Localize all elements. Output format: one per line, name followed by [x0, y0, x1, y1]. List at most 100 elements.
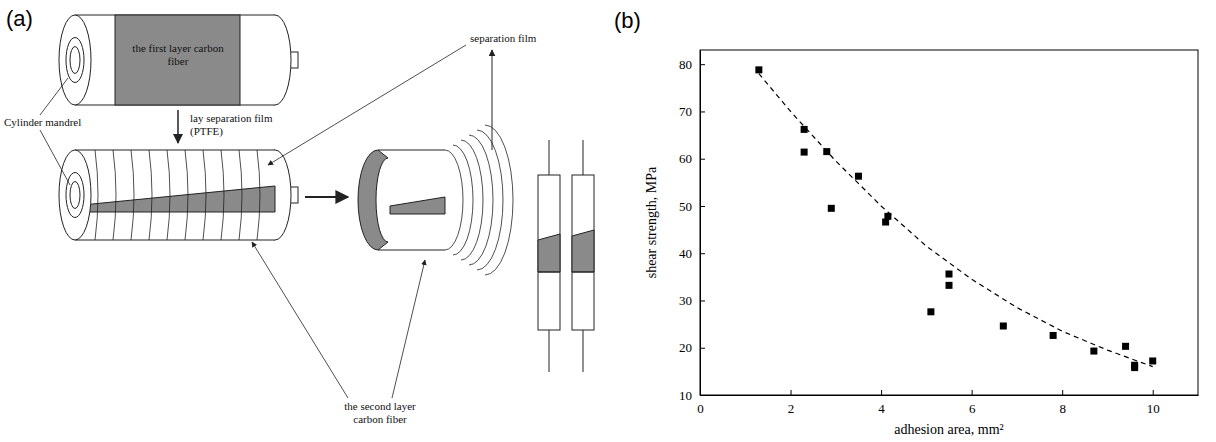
tick-mark [1062, 390, 1063, 395]
tick-label: 2 [788, 401, 795, 416]
tick: 20 [679, 340, 705, 355]
specimen-strip [572, 175, 594, 330]
data-point [1131, 364, 1138, 371]
wedge-fiber [82, 186, 275, 212]
leader-line [392, 260, 425, 398]
separation-film-arc [461, 140, 483, 260]
specimen-line [538, 272, 560, 273]
cut-wedge [390, 197, 445, 214]
data-point [1090, 348, 1097, 355]
lay-film-label-line: (PTFE) [190, 125, 223, 138]
tick-mark [700, 348, 705, 349]
tick-mark [972, 390, 973, 395]
tick-label: 8 [1059, 401, 1066, 416]
cylinder-1-cap-ring [70, 47, 80, 74]
lay-film-label-line: lay separation film [190, 112, 273, 124]
axis-line [701, 395, 1199, 396]
tick: 40 [679, 246, 705, 261]
tick-mark [881, 390, 882, 395]
leader-line [40, 130, 70, 185]
tick-label: 4 [878, 401, 885, 416]
tick-label: 10 [679, 388, 692, 403]
tick-mark [700, 159, 705, 160]
separation-film-arc [445, 150, 463, 250]
second-layer-label: the second layercarbon fiber [344, 400, 416, 425]
tick-label: 30 [679, 293, 692, 308]
first-layer-label-line: the first layer carbon [132, 42, 224, 54]
arrow-up [492, 50, 493, 150]
arrow-down [177, 110, 179, 143]
hoop-winding [95, 150, 98, 240]
first-layer-fiber [115, 15, 240, 105]
panel-a: (a) the first layer carbonfiber lay separa… [4, 6, 594, 425]
specimen-rod [549, 140, 550, 175]
lay-film-label: lay separation film(PTFE) [190, 112, 273, 138]
tick-mark [700, 206, 705, 207]
first-layer-label-line: fiber [168, 55, 189, 67]
specimen-line [572, 272, 594, 273]
data-point [946, 271, 953, 278]
cylinder-2-edge [75, 150, 275, 151]
cylinder-2-edge [75, 240, 275, 241]
leader-line [40, 78, 68, 115]
plot-frame [700, 50, 1198, 395]
tick-label: 10 [1147, 401, 1160, 416]
x-axis: 0 2 4 6 8 10 [697, 390, 1198, 416]
cylinder-2-body [75, 150, 275, 240]
leader-line [252, 242, 348, 398]
axis-line [700, 51, 701, 396]
tick: 80 [679, 57, 705, 72]
cut-edge [378, 250, 445, 251]
tick: 10 [1147, 390, 1160, 416]
data-point [1149, 357, 1156, 364]
tick-label: 50 [679, 199, 692, 214]
separation-film-arc [469, 135, 493, 265]
hoop-winding [131, 150, 134, 240]
data-point [828, 205, 835, 212]
hoop-winding [185, 150, 188, 240]
cut-edge [378, 150, 445, 151]
leader-line [268, 45, 466, 165]
data-point [1050, 332, 1057, 339]
tick-label: 70 [679, 104, 692, 119]
tick: 10 [679, 388, 705, 403]
tick-label: 0 [697, 401, 704, 416]
tick-label: 80 [679, 57, 692, 72]
cylinder-2-cap-ring [66, 173, 84, 218]
specimen-rod [583, 140, 584, 175]
cylinder-1-body [75, 15, 275, 105]
hoop-winding [167, 150, 170, 240]
tick: 6 [969, 390, 976, 416]
tick: 30 [679, 293, 705, 308]
panel-label: (a) [6, 6, 33, 31]
data-point [946, 282, 953, 289]
data-point [1000, 323, 1007, 330]
fit-line [759, 74, 1153, 367]
tick: 70 [679, 104, 705, 119]
tick-mark [791, 390, 792, 395]
tick: 8 [1059, 390, 1066, 416]
second-layer-label-line: carbon fiber [353, 413, 407, 425]
tick-mark [700, 111, 705, 112]
data-point [855, 173, 862, 180]
figure: (a) the first layer carbonfiber lay separa… [0, 0, 1216, 442]
tick-label: 40 [679, 246, 692, 261]
tick-label: 60 [679, 151, 692, 166]
data-point [1122, 343, 1129, 350]
tick-mark [1153, 390, 1154, 395]
second-layer-label-line: the second layer [344, 400, 416, 412]
separation-film-label: separation film [470, 32, 537, 44]
tick-mark [700, 395, 705, 396]
plot-marks [755, 66, 1156, 371]
x-axis-title: adhesion area, mm² [894, 422, 1004, 437]
specimen-rod [549, 330, 550, 372]
separation-film-arc [453, 145, 473, 255]
tick: 4 [878, 390, 885, 416]
panel-label: (b) [614, 8, 641, 33]
mandrel-label: Cylinder mandrel [4, 116, 81, 128]
y-axis-title: shear strength, MPa [644, 166, 659, 278]
tick-label: 20 [679, 340, 692, 355]
hoop-winding [113, 150, 116, 240]
hoop-winding [203, 150, 206, 240]
arrow-right [305, 196, 348, 198]
